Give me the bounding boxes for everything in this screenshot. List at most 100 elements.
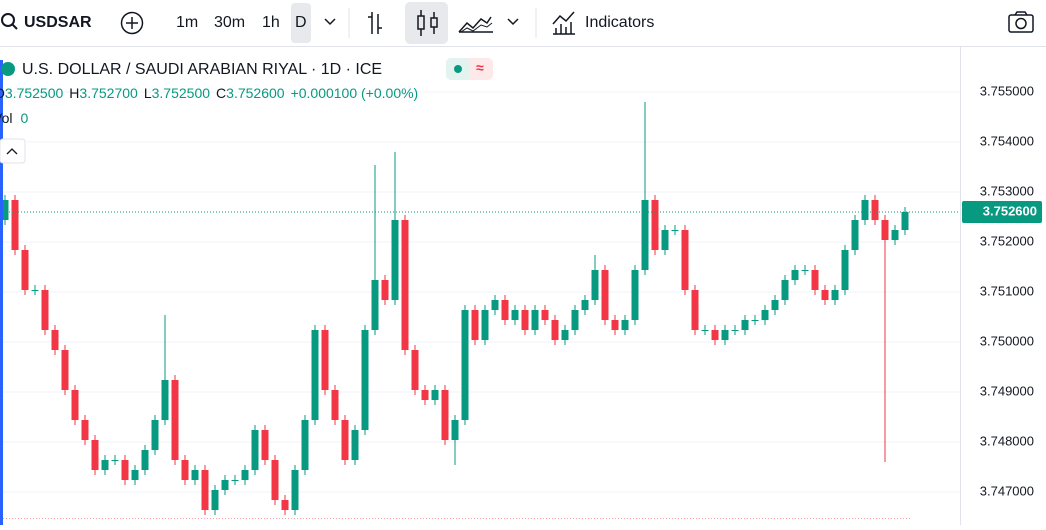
ohlc-letter: H xyxy=(69,85,79,101)
candle-body xyxy=(611,320,619,330)
y-tick-label: 3.751000 xyxy=(980,283,1034,298)
interval[interactable]: 30m xyxy=(214,14,245,31)
candle-body xyxy=(61,350,69,390)
y-tick-label: 3.749000 xyxy=(980,383,1034,398)
candle-body xyxy=(711,330,719,340)
ohlc-letter: C xyxy=(216,85,226,101)
compare-button[interactable] xyxy=(120,11,144,35)
grid xyxy=(0,91,960,493)
candle-body xyxy=(901,212,909,230)
candle-body xyxy=(51,330,59,350)
candle-body xyxy=(91,440,99,470)
y-tick-label: 3.750000 xyxy=(980,333,1034,348)
ohlc-value: 3.752700 xyxy=(79,85,138,101)
volume-value: 0 xyxy=(20,110,28,126)
candle-body xyxy=(361,330,369,430)
candle-body xyxy=(201,470,209,510)
symbol-logo xyxy=(1,62,15,76)
symbol[interactable]: USDSAR xyxy=(24,14,92,31)
last-price-tag xyxy=(962,201,1042,223)
candle-body xyxy=(851,220,859,250)
interval-active-bg xyxy=(291,3,311,43)
candle-body xyxy=(801,270,809,271)
candle-body xyxy=(281,500,289,510)
interval[interactable]: 1m xyxy=(176,14,198,31)
candle-body xyxy=(461,310,469,420)
ohlc-letter: L xyxy=(144,85,152,101)
candle-body xyxy=(831,290,839,300)
y-tick-label: 3.754000 xyxy=(980,133,1034,148)
candle-body xyxy=(291,470,299,510)
candle-body xyxy=(751,320,759,321)
candle-body xyxy=(601,270,609,320)
candle-body xyxy=(841,250,849,290)
candle-body xyxy=(181,460,189,480)
candle-body xyxy=(891,230,899,240)
chart-title: U.S. DOLLAR / SAUDI ARABIAN RIYAL · 1D ·… xyxy=(22,61,382,78)
interval[interactable]: D xyxy=(295,14,307,31)
candle-body xyxy=(701,330,709,331)
candle-body xyxy=(561,330,569,340)
interval-dropdown[interactable] xyxy=(324,18,336,26)
last-price-label: 3.752600 xyxy=(983,203,1037,218)
candle-body xyxy=(151,420,159,450)
indicators-icon[interactable] xyxy=(552,11,575,35)
candle-body xyxy=(31,290,39,291)
candle-body xyxy=(81,420,89,440)
candle-body xyxy=(341,420,349,460)
candle-body xyxy=(791,270,799,280)
candle-body xyxy=(871,200,879,220)
candle-body xyxy=(501,300,509,320)
candle-body xyxy=(491,300,499,310)
candle-body xyxy=(731,330,739,331)
candle-body xyxy=(131,470,139,480)
candles-icon[interactable] xyxy=(417,10,438,36)
candle-body xyxy=(441,390,449,440)
candle-body xyxy=(331,390,339,420)
bars-icon[interactable] xyxy=(368,12,382,34)
candle-body xyxy=(381,280,389,300)
candle-body xyxy=(681,230,689,290)
candle-body xyxy=(761,310,769,320)
chart-type-dropdown[interactable] xyxy=(507,18,519,26)
candle-body xyxy=(551,320,559,340)
candle-body xyxy=(481,310,489,340)
price-axis: 3.747000 3.748000 3.749000 3.750000 3.751000… xyxy=(962,83,1042,498)
candle-body xyxy=(161,380,169,420)
y-tick-label: 3.747000 xyxy=(980,483,1034,498)
candle-body xyxy=(391,220,399,300)
volume-label: Vol xyxy=(0,110,12,126)
candle-body xyxy=(591,270,599,300)
candle-body xyxy=(231,480,239,481)
candle-body xyxy=(121,460,129,480)
candle-body xyxy=(721,330,729,340)
candle-body xyxy=(781,280,789,300)
candle-body xyxy=(221,480,229,490)
delayed-icon: ≈ xyxy=(476,60,484,76)
candle-body xyxy=(311,330,319,420)
candle-body xyxy=(821,290,829,300)
candle-body xyxy=(621,320,629,330)
candles xyxy=(0,102,960,515)
left-marker xyxy=(0,60,3,525)
candle-body xyxy=(111,460,119,461)
indicators-button[interactable]: Indicators xyxy=(585,14,654,31)
candle-body xyxy=(861,200,869,220)
search-icon[interactable] xyxy=(1,13,18,30)
candle-body xyxy=(741,320,749,330)
interval[interactable]: 1h xyxy=(262,14,280,31)
candle-body xyxy=(631,270,639,320)
candle-body xyxy=(351,430,359,460)
collapse-legend[interactable] xyxy=(0,138,26,164)
ohlc-letter: O xyxy=(0,85,5,101)
screenshot-icon[interactable] xyxy=(1008,11,1034,33)
candle-body xyxy=(141,450,149,470)
y-tick-label: 3.753000 xyxy=(980,183,1034,198)
candle-body xyxy=(211,490,219,510)
area-icon[interactable] xyxy=(458,16,493,33)
candle-body xyxy=(321,330,329,390)
candle-body xyxy=(261,430,269,460)
candle-body xyxy=(41,290,49,330)
